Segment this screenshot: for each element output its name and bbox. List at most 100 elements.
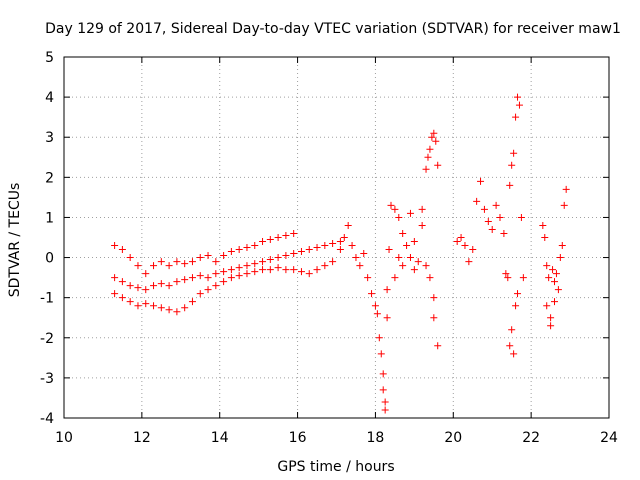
y-tick-label: 3 bbox=[45, 130, 54, 146]
data-point bbox=[290, 266, 298, 274]
data-point bbox=[387, 201, 395, 209]
data-point bbox=[150, 262, 158, 270]
series-track-b bbox=[111, 238, 344, 294]
data-point bbox=[259, 238, 267, 246]
data-point bbox=[373, 310, 381, 318]
data-point bbox=[126, 282, 134, 290]
data-point bbox=[488, 225, 496, 233]
data-point bbox=[235, 264, 243, 272]
data-point bbox=[220, 268, 228, 276]
data-point bbox=[134, 262, 142, 270]
data-point bbox=[297, 248, 305, 256]
data-point bbox=[196, 272, 204, 280]
data-point bbox=[422, 262, 430, 270]
data-point bbox=[282, 266, 290, 274]
grid-layer bbox=[63, 56, 610, 419]
data-point bbox=[196, 290, 204, 298]
data-point bbox=[506, 181, 514, 189]
data-point bbox=[173, 278, 181, 286]
data-point bbox=[547, 314, 555, 322]
data-point bbox=[551, 298, 558, 306]
x-tick-labels: 10 12 14 16 18 20 22 24 bbox=[55, 430, 618, 446]
data-point bbox=[243, 262, 251, 270]
data-point bbox=[297, 268, 305, 276]
data-point bbox=[251, 242, 259, 250]
data-point bbox=[142, 270, 150, 278]
data-point bbox=[512, 302, 520, 310]
data-point bbox=[266, 236, 274, 244]
data-point bbox=[364, 274, 372, 282]
data-point bbox=[560, 201, 568, 209]
data-point bbox=[134, 284, 142, 292]
data-point bbox=[118, 246, 126, 254]
data-point bbox=[510, 149, 518, 157]
ticks-layer bbox=[63, 56, 610, 419]
data-point bbox=[150, 282, 158, 290]
x-tick-label: 14 bbox=[211, 430, 229, 446]
data-point bbox=[484, 217, 492, 225]
data-point bbox=[424, 153, 432, 161]
data-point bbox=[360, 250, 368, 258]
data-point bbox=[469, 246, 477, 254]
data-point bbox=[426, 145, 434, 153]
data-point bbox=[418, 221, 426, 229]
data-point bbox=[506, 342, 514, 350]
data-point bbox=[430, 314, 438, 322]
series-scattered-night bbox=[539, 185, 570, 330]
y-tick-label: 5 bbox=[45, 50, 54, 66]
data-point bbox=[142, 286, 150, 294]
y-tick-label: 1 bbox=[45, 210, 54, 226]
data-point bbox=[165, 306, 173, 314]
y-tick-label: -2 bbox=[40, 331, 54, 347]
data-point bbox=[512, 113, 520, 121]
data-point bbox=[266, 266, 274, 274]
data-point bbox=[414, 258, 422, 266]
data-point bbox=[212, 270, 220, 278]
data-point bbox=[517, 213, 525, 221]
y-tick-label: -1 bbox=[40, 291, 54, 307]
data-point bbox=[305, 270, 313, 278]
data-point bbox=[375, 334, 383, 342]
data-point bbox=[165, 262, 173, 270]
data-point bbox=[515, 101, 523, 109]
data-point bbox=[519, 274, 527, 282]
data-point bbox=[492, 201, 500, 209]
data-point bbox=[336, 238, 344, 246]
data-point bbox=[383, 286, 391, 294]
data-point bbox=[434, 161, 442, 169]
data-point bbox=[465, 258, 473, 266]
y-tick-label: -3 bbox=[40, 371, 54, 387]
x-tick-label: 24 bbox=[600, 430, 618, 446]
series-scattered-evening bbox=[336, 129, 442, 414]
data-point bbox=[391, 205, 399, 213]
data-point bbox=[259, 266, 267, 274]
data-point bbox=[461, 242, 469, 250]
data-point bbox=[541, 234, 549, 241]
data-point bbox=[204, 252, 212, 260]
data-point bbox=[181, 276, 189, 284]
data-point bbox=[502, 270, 510, 278]
x-tick-label: 18 bbox=[367, 430, 385, 446]
data-point bbox=[410, 238, 418, 246]
data-point bbox=[157, 258, 165, 266]
data-point bbox=[480, 205, 488, 213]
data-point bbox=[336, 246, 344, 254]
data-point bbox=[313, 244, 321, 252]
data-point bbox=[251, 260, 259, 268]
data-point bbox=[220, 278, 228, 286]
data-point bbox=[556, 254, 564, 262]
data-point bbox=[554, 286, 562, 294]
data-point bbox=[473, 197, 481, 205]
data-point bbox=[453, 238, 461, 246]
data-point bbox=[552, 270, 560, 278]
series-track-c bbox=[111, 258, 337, 316]
data-point bbox=[430, 129, 438, 137]
data-point bbox=[430, 294, 438, 302]
data-point bbox=[344, 221, 352, 229]
data-point bbox=[266, 256, 274, 264]
data-point bbox=[329, 240, 337, 248]
data-point bbox=[356, 262, 364, 270]
data-point bbox=[305, 246, 313, 254]
y-tick-labels: -4 -3 -2 -1 0 1 2 3 4 5 bbox=[40, 50, 54, 427]
data-point bbox=[111, 274, 119, 282]
